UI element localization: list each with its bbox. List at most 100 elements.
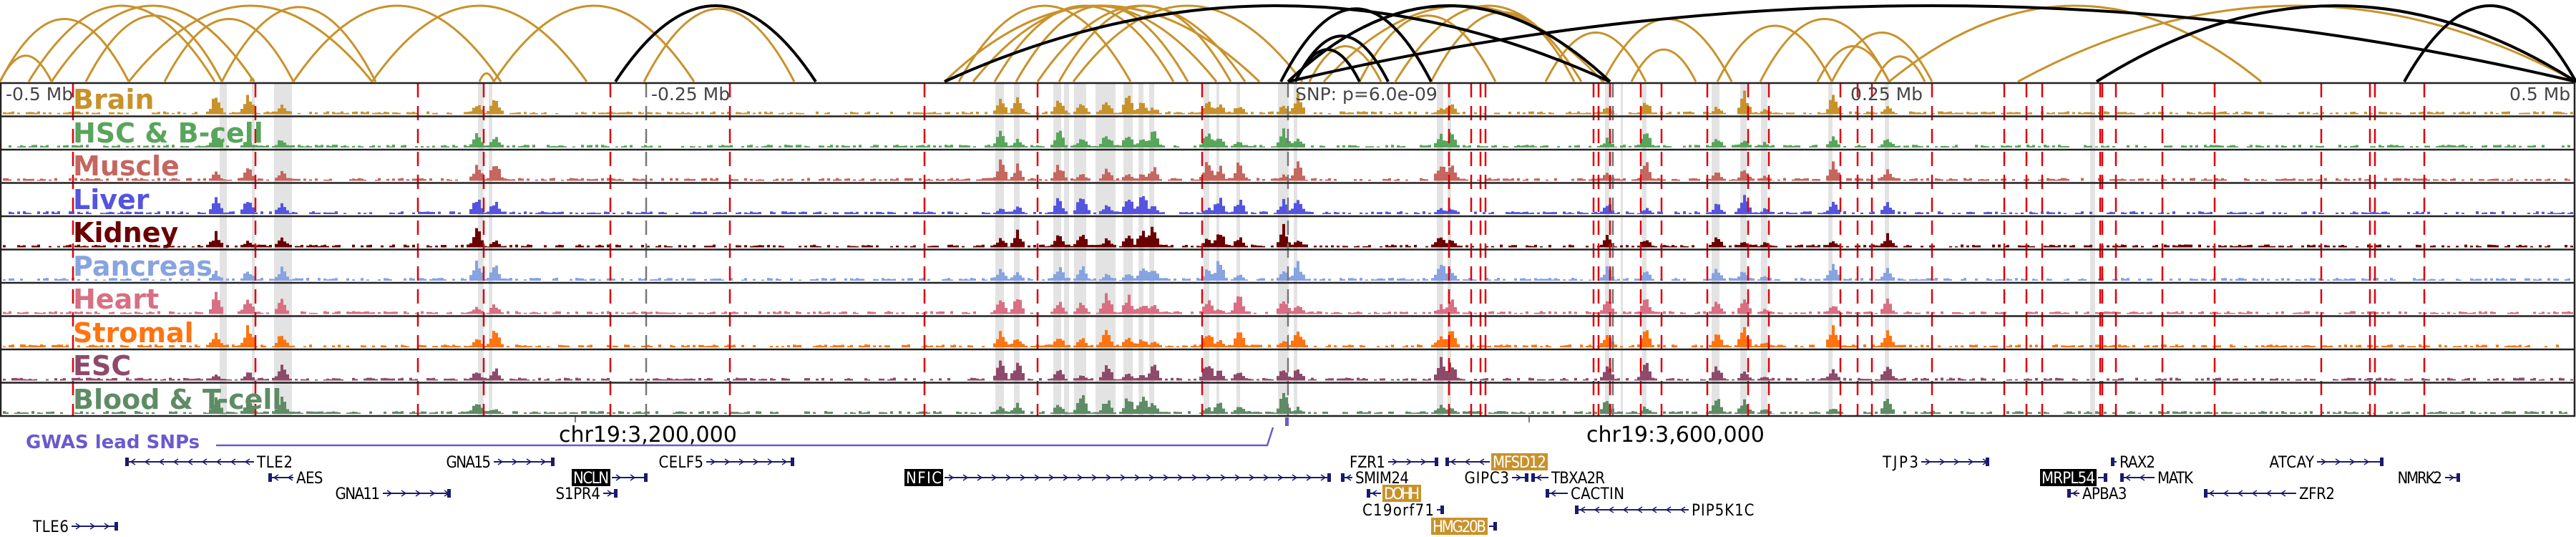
gene-celf5[interactable]: CELF5 — [659, 454, 795, 472]
gene-gipc3[interactable]: GIPC3 — [1465, 470, 1529, 488]
signal-track-esc — [3, 357, 2573, 381]
gene-exon — [1327, 473, 1331, 482]
gene-s1pr4[interactable]: S1PR4 — [556, 485, 618, 503]
strand-arrow-icon — [724, 458, 731, 465]
strand-arrow-icon — [781, 458, 788, 465]
track-label-blood-t-cell: Blood & T-cell — [73, 384, 281, 415]
strand-arrow-icon — [1406, 458, 1413, 465]
gene-matk[interactable]: MATK — [2120, 470, 2194, 488]
track-label-muscle: Muscle — [73, 150, 180, 182]
gene-gna11[interactable]: GNA11 — [336, 485, 452, 503]
gene-exon — [1575, 505, 1579, 514]
gene-exon — [2111, 458, 2114, 466]
strand-arrow-icon — [1191, 474, 1198, 481]
interaction-arc-snp — [1287, 4, 2576, 83]
gene-apba3[interactable]: APBA3 — [2067, 485, 2127, 503]
gene-exon — [791, 458, 794, 466]
gene-exon — [1546, 489, 1549, 498]
track-label-hsc-b-cell: HSC & B-cell — [73, 117, 263, 149]
gene-hmg20b[interactable]: HMG20B — [1431, 518, 1497, 536]
strand-arrow-icon — [1608, 506, 1614, 513]
strand-arrow-icon — [2237, 490, 2243, 497]
gene-zfr2[interactable]: ZFR2 — [2204, 485, 2335, 503]
strand-arrow-icon — [244, 458, 250, 465]
strand-arrow-icon — [75, 523, 82, 530]
strand-arrow-icon — [1020, 474, 1026, 481]
strand-arrow-icon — [1594, 506, 1600, 513]
interaction-arc-tissue — [50, 4, 255, 82]
gene-tjp3[interactable]: TJP3 — [1882, 454, 1989, 472]
signal-bars — [3, 159, 2570, 181]
strand-arrow-icon — [2208, 490, 2215, 497]
gene-pip5k1c[interactable]: PIP5K1C — [1575, 502, 1755, 520]
interaction-arc-tissue — [478, 72, 495, 82]
strand-arrow-icon — [429, 490, 436, 497]
gene-exon — [268, 473, 272, 482]
interaction-arc-tissue — [1394, 4, 1583, 82]
interaction-arc-tissue — [957, 4, 1132, 82]
gene-nfic[interactable]: NFIC — [904, 469, 1331, 488]
track-label-kidney: Kidney — [73, 217, 178, 248]
strand-arrow-icon — [1968, 458, 1974, 465]
gene-rax2[interactable]: RAX2 — [2111, 454, 2155, 472]
strand-arrow-icon — [1665, 506, 1672, 513]
strand-arrow-icon — [2072, 490, 2078, 497]
strand-arrow-icon — [1516, 474, 1522, 481]
signal-track-muscle — [3, 159, 2570, 181]
strand-arrow-icon — [1234, 474, 1241, 481]
gene-exon — [2104, 473, 2107, 482]
gene-atcay[interactable]: ATCAY — [2270, 454, 2384, 472]
interaction-arc-tissue — [1058, 4, 1232, 82]
strand-arrow-icon — [1953, 458, 1960, 465]
gene-label: S1PR4 — [556, 485, 601, 503]
gene-fzr1[interactable]: FZR1 — [1350, 454, 1438, 472]
strand-arrow-icon — [497, 458, 504, 465]
coordinate-label-3600000: chr19:3,600,000 — [1586, 422, 1765, 448]
signal-bars — [9, 128, 2570, 147]
gene-exon — [2380, 458, 2384, 466]
interaction-arc-snp — [2095, 4, 2576, 83]
strand-arrow-icon — [1450, 458, 1456, 465]
gene-label: AES — [296, 470, 323, 488]
gwas-snp-marker[interactable] — [1285, 417, 1289, 426]
gene-exon — [1367, 489, 1370, 498]
interaction-arc-tissue — [643, 7, 796, 82]
gene-aes[interactable]: AES — [268, 470, 323, 488]
interaction-arc-tissue — [1830, 32, 1933, 82]
gene-exon — [1435, 458, 1438, 466]
gene-dohh[interactable]: DOHH — [1367, 485, 1421, 503]
gene-ncln[interactable]: NCLN — [572, 469, 648, 488]
interaction-arc-snp — [1287, 4, 1611, 83]
gene-c19orf71[interactable]: C19orf71 — [1362, 502, 1444, 520]
strand-arrow-icon — [962, 474, 969, 481]
interaction-arc-tissue — [220, 6, 377, 82]
strand-arrow-icon — [1120, 474, 1126, 481]
gene-tbxa2r[interactable]: TBXA2R — [1531, 470, 1605, 488]
axis-label-minus-0-5-mb: -0.5 Mb — [6, 84, 73, 105]
gene-highlight-box — [572, 469, 610, 486]
gene-label: SMIM24 — [1355, 470, 1409, 488]
gwas-lead-snps-track: GWAS lead SNPs — [26, 417, 1289, 453]
gene-gna15[interactable]: GNA15 — [447, 454, 555, 472]
strand-arrow-icon — [2363, 458, 2370, 465]
strand-arrow-icon — [1091, 474, 1098, 481]
gene-exon — [114, 522, 118, 531]
gene-smim24[interactable]: SMIM24 — [1341, 470, 1409, 488]
strand-arrow-icon — [1106, 474, 1112, 481]
gene-tle6[interactable]: TLE6 — [32, 518, 118, 536]
gene-nmrk2[interactable]: NMRK2 — [2398, 470, 2461, 488]
gene-label: HMG20B — [1433, 518, 1486, 536]
gene-label: APBA3 — [2082, 485, 2127, 503]
strand-arrow-icon — [215, 458, 222, 465]
gene-label: GNA11 — [336, 485, 381, 503]
gene-tle2[interactable]: TLE2 — [125, 454, 293, 472]
gene-mfsd12[interactable]: MFSD12 — [1445, 453, 1548, 472]
gene-mrpl54[interactable]: MRPL54 — [2040, 469, 2107, 488]
strand-arrow-icon — [1371, 490, 1377, 497]
interaction-arc-tissue — [993, 4, 1175, 82]
gene-label: DOHH — [1384, 485, 1420, 503]
strand-arrow-icon — [1478, 458, 1485, 465]
gene-cactin[interactable]: CACTIN — [1546, 485, 1624, 503]
gwas-snp-connector — [216, 427, 1274, 447]
interaction-arc-tissue — [1015, 4, 1189, 82]
